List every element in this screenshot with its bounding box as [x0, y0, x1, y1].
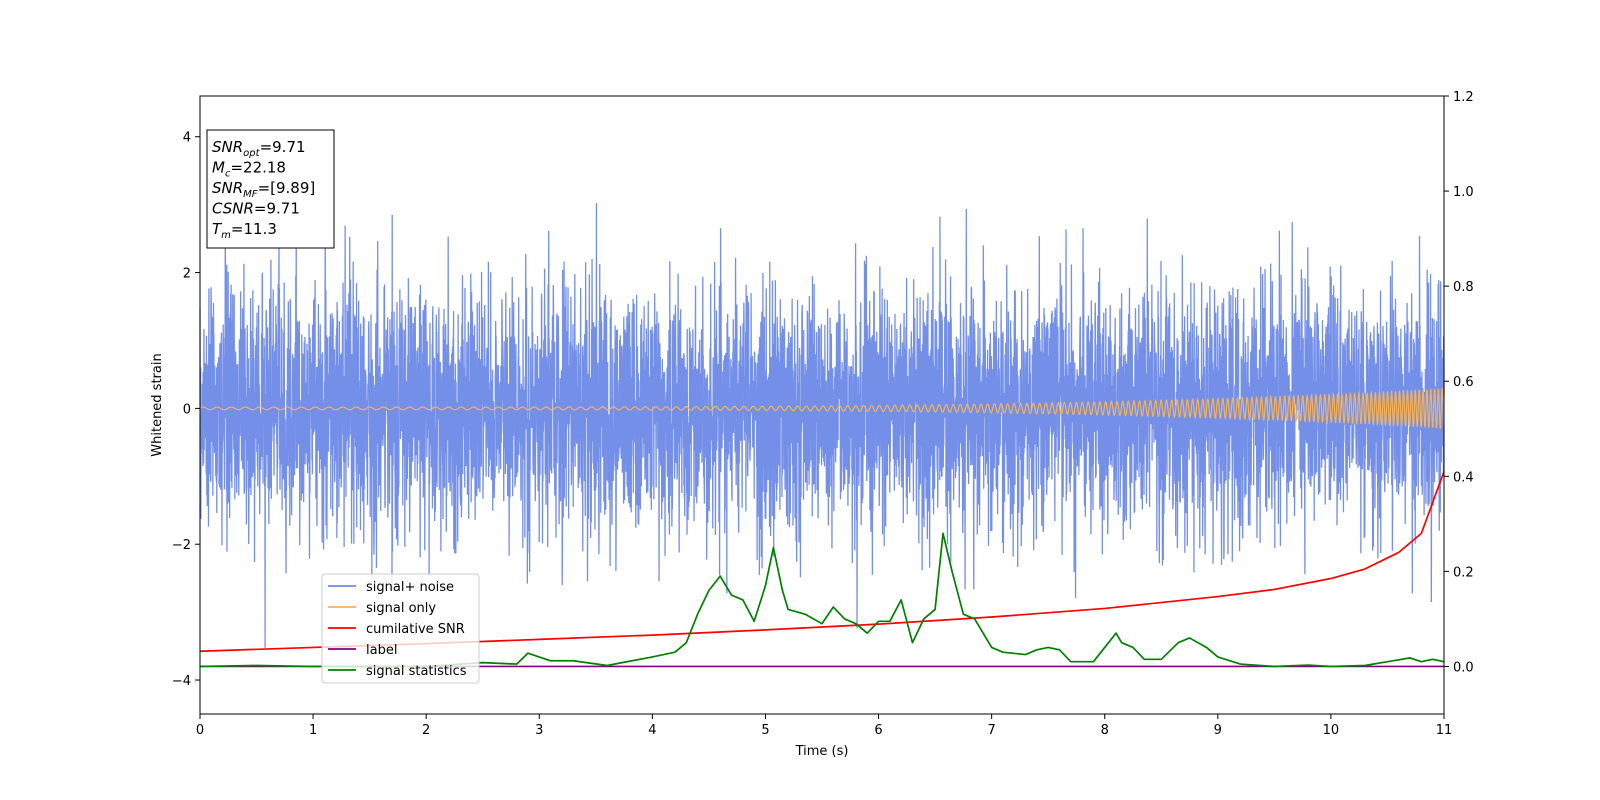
x-tick-label: 10 — [1323, 723, 1340, 738]
y-left-tick-label: −2 — [172, 538, 191, 553]
x-tick-label: 6 — [874, 723, 882, 738]
x-tick-label: 9 — [1214, 723, 1222, 738]
x-axis-label: Time (s) — [795, 744, 849, 759]
plot-frame — [199, 95, 1445, 715]
x-tick-label: 5 — [761, 723, 769, 738]
y-axis-label: Whitened strain — [150, 353, 165, 456]
x-tick-label: 2 — [422, 723, 430, 738]
legend-label: signal+ noise — [366, 580, 454, 595]
legend-label: signal only — [366, 601, 436, 616]
legend-label: label — [366, 643, 397, 658]
info-line: Tm=11.3 — [212, 220, 277, 241]
y-right-tick-label: 0.6 — [1453, 375, 1474, 390]
y-left-tick-label: 0 — [183, 402, 191, 417]
y-left-tick-label: 2 — [183, 267, 191, 282]
legend-frame — [321, 573, 480, 684]
y-right-tick-label: 0.4 — [1453, 470, 1474, 485]
x-tick-label: 8 — [1101, 723, 1109, 738]
x-tick-label: 7 — [987, 723, 995, 738]
series-signal-only — [199, 386, 1445, 429]
legend: signal+ noise signal only cumilative SNR la… — [321, 573, 480, 684]
legend-label: signal statistics — [366, 664, 467, 679]
y-right-tick-label: 0.8 — [1453, 280, 1474, 295]
x-tick-label: 11 — [1436, 723, 1453, 738]
info-box: SNRopt=9.71Mc=22.18SNRMF=[9.89]CSNR=9.71… — [206, 129, 335, 249]
info-line: Mc=22.18 — [212, 159, 286, 180]
info-line: SNRopt=9.71 — [212, 138, 306, 159]
series-signal-noise — [199, 191, 1445, 648]
series-cumilative-snr — [199, 471, 1445, 653]
y-left-tick-label: −4 — [172, 674, 191, 689]
info-line: CSNR=9.71 — [212, 200, 300, 218]
x-tick-label: 0 — [196, 723, 204, 738]
series-signal-statistics — [199, 532, 1445, 668]
y-right-tick-label: 1.0 — [1453, 185, 1474, 200]
legend-label: cumilative SNR — [366, 622, 465, 637]
y-left-tick-label: 4 — [183, 131, 191, 146]
x-tick-label: 3 — [535, 723, 543, 738]
x-tick-label: 4 — [648, 723, 656, 738]
info-line: SNRMF=[9.89] — [212, 179, 315, 200]
y-right-tick-label: 0.2 — [1453, 565, 1474, 580]
y-right-tick-label: 0.0 — [1453, 660, 1474, 675]
x-tick-label: 1 — [309, 723, 317, 738]
ticks-layer: 0 1 2 3 4 5 6 7 8 9 10 11 −4 −2 0 2 4 0.0 0.2 0.4 0.6 0.8 1.0 1… — [172, 90, 1474, 738]
y-right-tick-label: 1.2 — [1453, 90, 1474, 105]
info-box-frame — [206, 129, 335, 249]
